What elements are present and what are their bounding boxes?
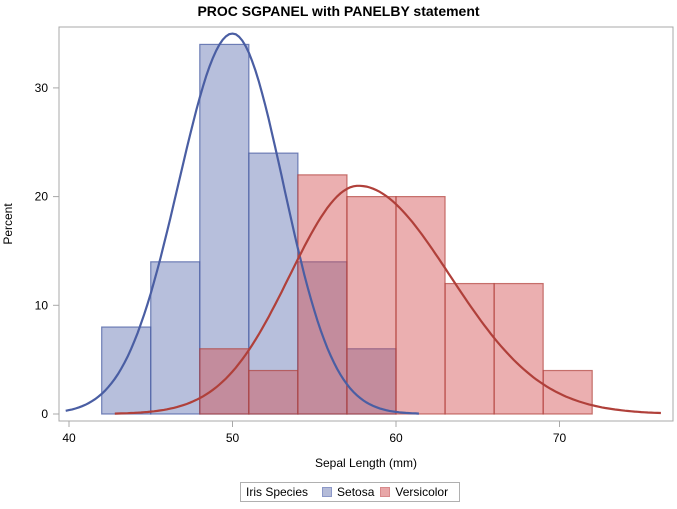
- bar-versicolor: [248, 369, 299, 415]
- y-axis-label: Percent: [1, 203, 15, 245]
- legend-item-setosa: Setosa: [322, 485, 374, 499]
- plot-frame: [58, 26, 674, 422]
- x-tick-label: 50: [226, 431, 240, 445]
- bar-setosa: [101, 326, 152, 415]
- bar-versicolor: [493, 282, 544, 415]
- y-tick-label: 20: [35, 190, 49, 204]
- legend-label-versicolor: Versicolor: [395, 485, 449, 499]
- legend: Iris Species Setosa Versicolor: [240, 482, 461, 502]
- x-axis: 40 50 60 70: [62, 421, 566, 445]
- bar-versicolor: [297, 174, 348, 415]
- y-axis: 0 10 20 30: [35, 81, 59, 421]
- versicolor-swatch-icon: [380, 487, 391, 497]
- density-curve-setosa: [65, 32, 419, 415]
- chart-title: PROC SGPANEL with PANELBY statement: [197, 3, 480, 19]
- legend-title: Iris Species: [246, 485, 309, 499]
- bar-versicolor: [346, 196, 397, 415]
- x-tick-label: 40: [62, 431, 76, 445]
- bar-setosa: [150, 261, 201, 415]
- density-curves: [65, 32, 661, 415]
- x-tick-label: 70: [553, 431, 567, 445]
- y-tick-label: 10: [35, 298, 49, 312]
- histogram-bars: [101, 43, 593, 415]
- y-tick-label: 0: [41, 407, 48, 421]
- bar-versicolor: [395, 196, 446, 415]
- y-tick-label: 30: [35, 81, 49, 95]
- bar-versicolor: [542, 369, 593, 415]
- x-tick-label: 60: [389, 431, 403, 445]
- legend-label-setosa: Setosa: [337, 485, 375, 499]
- setosa-swatch-icon: [322, 487, 333, 497]
- density-curve-versicolor: [114, 184, 661, 415]
- x-axis-label: Sepal Length (mm): [315, 456, 417, 470]
- legend-item-versicolor: Versicolor: [380, 485, 448, 499]
